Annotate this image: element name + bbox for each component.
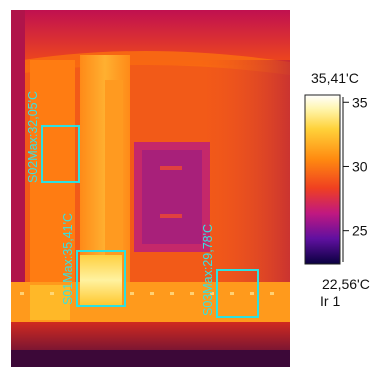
roi-s01-box[interactable]	[76, 250, 126, 307]
roi-s02-box[interactable]	[41, 125, 80, 183]
scale-tick-label-30: 30	[352, 158, 368, 174]
thermal-scene	[11, 10, 290, 367]
roi-s01[interactable]: S01Max:35,41'C	[61, 213, 126, 307]
scale-ticks: 35 30 25	[343, 94, 368, 239]
roi-s03[interactable]: S03Max:29,78'C	[201, 224, 259, 318]
roi-s02-label: S02Max:32,05'C	[26, 91, 40, 183]
roi-s02[interactable]: S02Max:32,05'C	[26, 91, 80, 183]
roi-s01-label: S01Max:35,41'C	[61, 213, 75, 305]
roi-s03-box[interactable]	[216, 269, 259, 318]
scale-tick-label-25: 25	[352, 223, 368, 239]
scale-tick-label-35: 35	[352, 94, 368, 110]
ir-label: Ir 1	[320, 293, 340, 309]
scale-max-label: 35,41'C	[311, 70, 359, 86]
roi-s03-label: S03Max:29,78'C	[201, 224, 215, 316]
temperature-scale: 35,41'C 35 30 25 22,56'C Ir 1	[304, 70, 370, 309]
scale-color-bar	[304, 94, 341, 265]
scale-min-label: 22,56'C	[322, 276, 370, 292]
